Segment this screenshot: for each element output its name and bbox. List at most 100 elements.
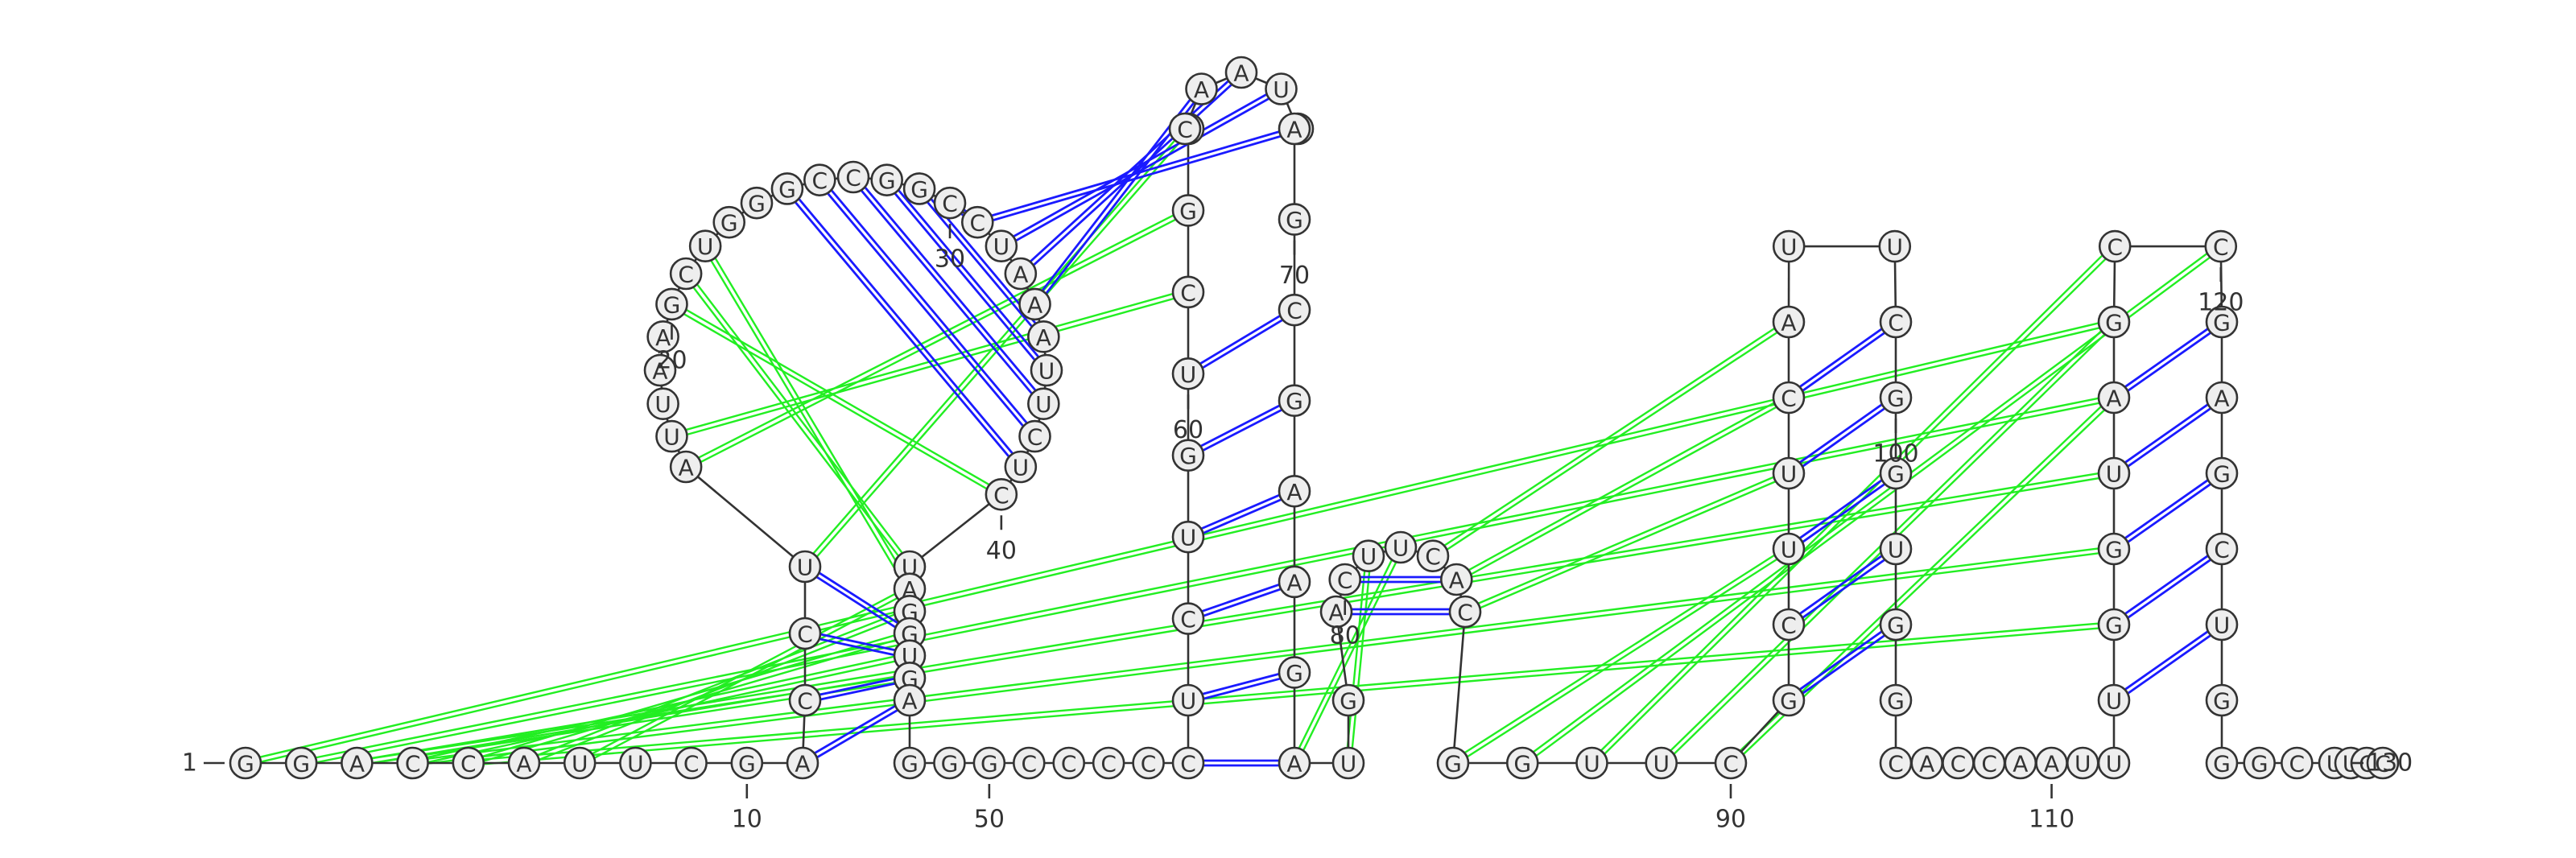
position-number: 40	[986, 537, 1017, 565]
nucleotide-circle	[229, 746, 262, 780]
base-pair	[804, 634, 910, 659]
pseudoknot-pair	[356, 469, 2114, 762]
nucleotide: U	[1331, 746, 1365, 780]
nucleotide-circle	[960, 205, 994, 239]
nucleotide: A	[1278, 474, 1311, 508]
nucleotide-letter: A	[2013, 751, 2028, 778]
nucleotide-letter: U	[1393, 535, 1410, 562]
nucleotide: U	[1575, 746, 1608, 780]
nucleotide-circle	[341, 746, 374, 780]
base-pair	[805, 679, 910, 704]
nucleotide-circle	[985, 477, 1018, 511]
nucleotide: U	[985, 229, 1018, 263]
nucleotide: C	[1168, 112, 1202, 146]
nucleotide: A	[646, 320, 679, 353]
nucleotide-circle	[2205, 608, 2239, 641]
nucleotide-letter: U	[572, 751, 588, 778]
nucleotide-circle	[1004, 257, 1038, 291]
nucleotide-circle	[972, 746, 1006, 780]
nucleotide-letter: U	[1180, 525, 1197, 551]
nucleotide-letter: A	[1286, 479, 1302, 505]
nucleotide-circle	[1030, 353, 1063, 387]
nucleotide-circle	[1171, 520, 1205, 554]
position-number: 70	[1279, 262, 1310, 290]
backbone-segment	[1451, 611, 1467, 764]
nucleotide-circle	[740, 186, 774, 220]
nucleotide: C	[1942, 746, 1975, 780]
nucleotide: G	[1879, 683, 1913, 717]
pseudoknot-pair	[802, 126, 1187, 566]
nucleotide-letter: G	[980, 751, 998, 778]
base-pair	[1786, 546, 1896, 624]
nucleotide-letter: A	[1781, 310, 1796, 336]
nucleotide-circle	[655, 419, 688, 453]
nucleotide-letter: A	[2106, 386, 2121, 412]
nucleotide-letter: C	[812, 167, 828, 194]
position-number: 20	[656, 346, 687, 374]
nucleotide-letter: A	[1233, 60, 1249, 87]
pseudoknot-pair	[670, 305, 1001, 497]
nucleotide: A	[2205, 381, 2239, 415]
nucleotide-circle	[1168, 112, 1202, 146]
nucleotide: U	[1171, 520, 1205, 554]
nucleotide: C	[803, 163, 836, 196]
pseudoknot-pair	[686, 212, 1190, 470]
nucleotide-circle	[1384, 530, 1418, 564]
nucleotide-letter: G	[2105, 613, 2123, 639]
nucleotide: G	[730, 746, 764, 780]
nucleotide: G	[2205, 746, 2239, 780]
nucleotide-letter: C	[1337, 567, 1353, 594]
nucleotide-circle	[712, 205, 746, 239]
nucleotide: C	[985, 477, 1018, 511]
nucleotide: U	[788, 550, 822, 584]
nucleotide: U	[1879, 532, 1913, 566]
nucleotide-letter: A	[349, 751, 365, 778]
base-pair	[2112, 546, 2222, 624]
nucleotide: U	[1878, 229, 1912, 263]
nucleotide: G	[2243, 746, 2276, 780]
nucleotide-letter: G	[2105, 537, 2123, 563]
nucleotide-circle	[1278, 293, 1311, 327]
nucleotide: A	[1278, 112, 1311, 146]
base-pair	[854, 175, 1046, 403]
nucleotide: G	[712, 205, 746, 239]
nucleotide-letter: C	[683, 751, 700, 778]
pseudoknot-pair	[522, 608, 910, 762]
nucleotide-circle	[1092, 746, 1125, 780]
nucleotide: C	[1132, 746, 1165, 780]
nucleotide: G	[902, 172, 936, 205]
nucleotide-letter: C	[1888, 751, 1904, 778]
nucleotide-letter: U	[1887, 234, 1904, 261]
nucleotide-circle	[1879, 305, 1913, 339]
nucleotide-letter: C	[1027, 424, 1043, 451]
base-pair	[1188, 673, 1296, 704]
base-pair	[1186, 397, 1294, 455]
nucleotide-circle	[1879, 608, 1913, 641]
nucleotide-letter: U	[1583, 751, 1600, 778]
nucleotide: G	[1278, 203, 1311, 236]
base-pair	[850, 178, 1043, 406]
nucleotide-letter: A	[679, 455, 694, 481]
position-number: 100	[1872, 440, 1918, 468]
position-number: 110	[2029, 806, 2074, 834]
position-number: 90	[1715, 806, 1746, 834]
nucleotide: U	[655, 419, 688, 453]
nucleotide-letter: A	[2214, 386, 2229, 412]
nucleotide: U	[1171, 357, 1205, 390]
base-pair	[2112, 319, 2222, 397]
nucleotide: C	[669, 257, 703, 291]
nucleotide-circle	[1278, 565, 1311, 599]
base-pair	[1188, 492, 1296, 541]
base-pair	[1786, 394, 1896, 472]
nucleotide-letter: U	[697, 233, 714, 260]
nucleotide-letter: U	[1035, 391, 1052, 418]
nucleotide: C	[1018, 419, 1051, 453]
nucleotide-circle	[1278, 112, 1311, 146]
nucleotide: A	[2004, 746, 2037, 780]
nucleotide-letter: G	[2105, 310, 2123, 336]
nucleotide: G	[933, 746, 966, 780]
nucleotide-letter: C	[1781, 386, 1797, 412]
nucleotide: C	[933, 186, 967, 220]
nucleotide: U	[688, 229, 722, 263]
